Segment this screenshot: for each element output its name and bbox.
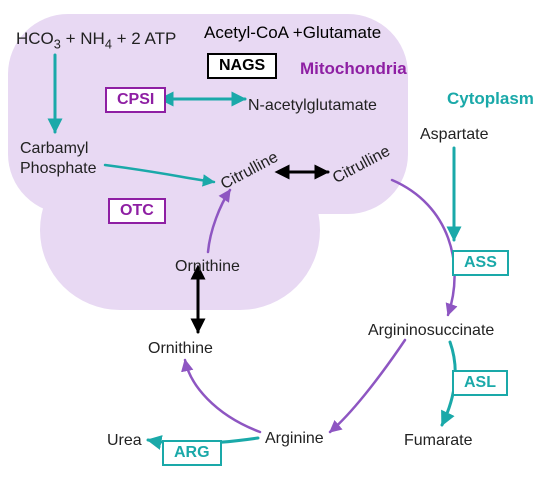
enzyme-otc: OTC [108, 198, 166, 224]
metabolite-argininosuccinate: Argininosuccinate [368, 322, 494, 340]
metabolite-n-acetylglutamate: N-acetylglutamate [248, 97, 377, 115]
arrow-arg-to-orn [185, 360, 260, 432]
metabolite-arginine: Arginine [265, 430, 324, 448]
enzyme-ass: ASS [452, 250, 509, 276]
metabolite-ornithine-cyto: Ornithine [148, 340, 213, 358]
region-title-mitochondria: Mitochondria [300, 60, 407, 79]
enzyme-nags: NAGS [207, 53, 277, 79]
arrow-citr-to-argsucc [392, 180, 455, 315]
metabolite-carbamyl: Carbamyl [20, 140, 88, 158]
enzyme-asl: ASL [452, 370, 508, 396]
region-title-cytoplasm: Cytoplasm [447, 90, 534, 109]
metabolite-ornithine-mito: Ornithine [175, 258, 240, 276]
substrates-acetylcoa-glutamate: Acetyl-CoA +Glutamate [204, 24, 381, 43]
metabolite-fumarate: Fumarate [404, 432, 472, 450]
enzyme-arg: ARG [162, 440, 222, 466]
enzyme-cpsi: CPSI [105, 87, 166, 113]
substrates-hco3-nh4-atp: HCO3 + NH4 + 2 ATP [16, 30, 176, 51]
diagram-stage: Mitochondria Cytoplasm HCO3 + NH4 + 2 AT… [0, 0, 547, 504]
metabolite-urea: Urea [107, 432, 142, 450]
metabolite-aspartate: Aspartate [420, 126, 488, 144]
arrow-argsucc-to-arg [330, 340, 405, 432]
metabolite-phosphate: Phosphate [20, 160, 97, 178]
